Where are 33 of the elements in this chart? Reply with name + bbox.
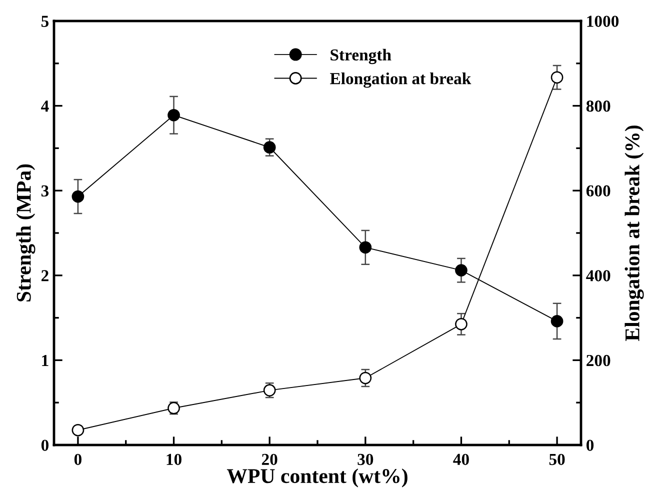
y-tick-label: 3 [41, 185, 49, 197]
x-tick-label: 50 [549, 454, 565, 466]
point [72, 190, 84, 203]
y-axis-title: Strength (MPa) [16, 164, 36, 302]
legend-label: Elongation at break [330, 72, 472, 88]
y-tick-label: 1 [42, 354, 48, 366]
point [359, 241, 372, 254]
point [455, 264, 468, 276]
y2-tick-label: 1000 [587, 16, 619, 27]
x-tick-label: 30 [358, 454, 374, 466]
x-tick-label: 0 [74, 454, 82, 466]
point [359, 372, 372, 384]
point [72, 424, 84, 436]
point [455, 318, 468, 330]
point [550, 315, 564, 328]
point [263, 141, 276, 154]
y2-tick-label: 600 [586, 185, 610, 197]
point [550, 71, 564, 84]
y2-tick-label: 200 [586, 354, 610, 366]
x-tick-label: 20 [262, 454, 278, 466]
y2-tick-label: 800 [586, 100, 610, 112]
x-tick-label: 40 [453, 454, 469, 466]
x-tick-label: 10 [166, 454, 182, 466]
x-axis-title: WPU content (wt%) [226, 468, 408, 488]
legend-label: Strength [330, 48, 392, 64]
point [168, 108, 180, 122]
y2-axis-title: Elongation at break (%) [624, 126, 644, 341]
y-tick-label: 5 [41, 16, 49, 27]
y2-tick-label: 400 [586, 270, 610, 282]
y2-tick-label: 0 [586, 440, 594, 451]
y-tick-label: 0 [41, 440, 49, 451]
y-tick-label: 4 [41, 100, 49, 112]
y-tick-label: 2 [42, 270, 48, 282]
